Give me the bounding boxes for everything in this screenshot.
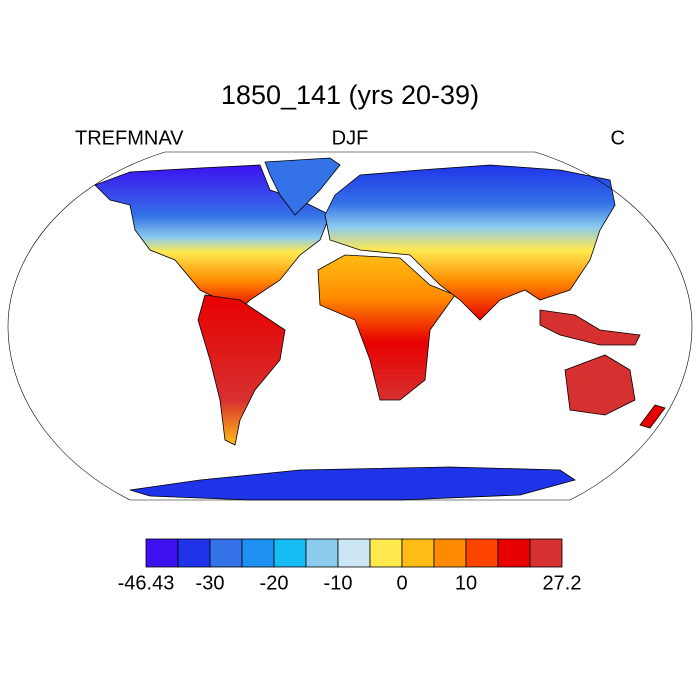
south-america <box>197 294 286 446</box>
colorbar-box <box>145 538 179 568</box>
colorbar-tick-label: 27.2 <box>543 572 582 594</box>
colorbar-tick-label: -30 <box>196 572 225 594</box>
colorbar-box <box>433 538 467 568</box>
colorbar-tick-label: -46.43 <box>118 572 175 594</box>
africa <box>317 254 456 401</box>
greenland <box>264 157 341 216</box>
new-zealand <box>639 404 666 429</box>
antarctica <box>129 466 576 501</box>
map <box>7 151 693 501</box>
variable-label: TREFMNAV <box>75 127 184 149</box>
colorbar-box <box>337 538 371 568</box>
eurasia <box>324 164 616 321</box>
colorbar-tick-label: 10 <box>455 572 477 594</box>
units-label: C <box>611 127 625 149</box>
colorbar: -46.43 -30 -20 -10 0 10 27.2 <box>118 538 582 594</box>
north-america <box>94 164 331 311</box>
title: 1850_141 (yrs 20-39) <box>221 80 479 110</box>
colorbar-box <box>177 538 211 568</box>
colorbar-box <box>305 538 339 568</box>
season-label: DJF <box>332 127 369 149</box>
colorbar-box <box>369 538 403 568</box>
colorbar-box <box>273 538 307 568</box>
colorbar-tick-label: 0 <box>396 572 407 594</box>
colorbar-box <box>497 538 531 568</box>
australia <box>564 354 636 416</box>
colorbar-box <box>401 538 435 568</box>
colorbar-box <box>209 538 243 568</box>
map-frame <box>7 151 693 501</box>
maritime-continent <box>539 309 641 346</box>
colorbar-tick-label: -10 <box>324 572 353 594</box>
colorbar-box <box>241 538 275 568</box>
colorbar-box <box>465 538 499 568</box>
colorbar-box <box>529 538 563 568</box>
colorbar-tick-label: -20 <box>260 572 289 594</box>
